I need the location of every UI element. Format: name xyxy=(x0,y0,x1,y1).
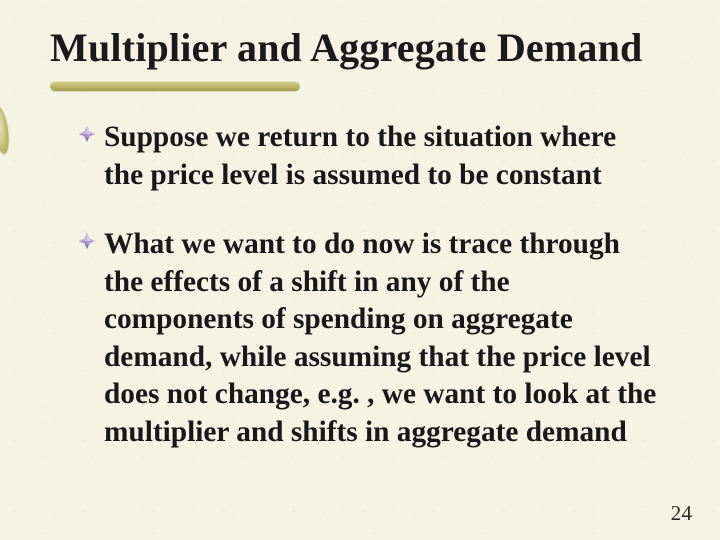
diamond-bullet-icon xyxy=(78,232,96,250)
slide-title: Multiplier and Aggregate Demand xyxy=(50,24,670,71)
bullet-item: What we want to do now is trace through … xyxy=(78,226,662,451)
left-leaf-accent xyxy=(0,105,11,154)
title-divider-track xyxy=(50,81,300,91)
bullet-list: Suppose we return to the situation where… xyxy=(50,119,670,451)
title-divider xyxy=(50,81,300,91)
page-number: 24 xyxy=(671,501,692,526)
bullet-text: Suppose we return to the situation where… xyxy=(104,119,662,194)
slide: Multiplier and Aggregate Demand Suppose … xyxy=(0,0,720,540)
bullet-text: What we want to do now is trace through … xyxy=(104,226,662,451)
diamond-bullet-icon xyxy=(78,125,96,143)
bullet-item: Suppose we return to the situation where… xyxy=(78,119,662,194)
